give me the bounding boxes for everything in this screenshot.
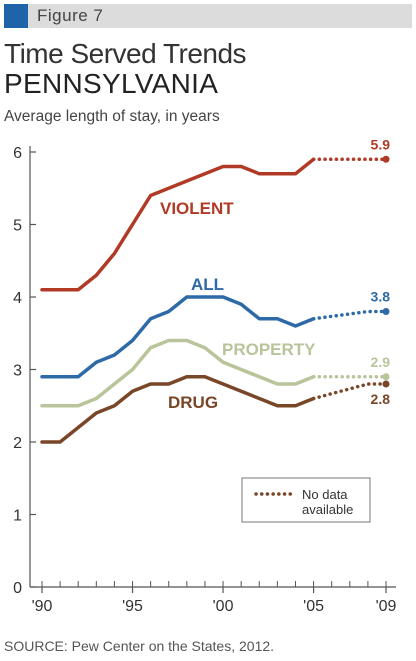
- series-line-all: [40, 295, 316, 379]
- legend-text-line2: available: [302, 502, 353, 517]
- figure-square-icon: [4, 4, 28, 28]
- y-tick-label: 5: [13, 218, 22, 235]
- series-projection-drug: [311, 382, 388, 401]
- x-tick-label: '00: [213, 598, 234, 615]
- legend-box: [241, 477, 371, 523]
- series-label-all: ALL: [191, 275, 224, 294]
- series-label-drug: DRUG: [168, 393, 218, 412]
- series-end-point-violent: [382, 155, 390, 163]
- y-axis-label: Average length of stay, in years: [4, 108, 220, 125]
- chart-title: Time Served Trends: [4, 38, 247, 69]
- end-value-label-property: 2.9: [371, 354, 391, 370]
- series-projection-all: [311, 309, 388, 321]
- figure-label: Figure 7: [37, 6, 104, 25]
- y-tick-label: 6: [13, 145, 22, 162]
- x-tick-label: '05: [303, 598, 324, 615]
- x-tick-label: '95: [122, 598, 143, 615]
- legend-text-line1: No data: [302, 487, 348, 502]
- series-line-drug: [40, 375, 316, 444]
- series-label-violent: VIOLENT: [160, 199, 234, 218]
- y-tick-label: 2: [13, 435, 22, 452]
- y-tick-label: 1: [13, 508, 22, 525]
- y-tick-label: 4: [13, 290, 22, 307]
- series-end-point-property: [382, 373, 390, 381]
- source-note: SOURCE: Pew Center on the States, 2012.: [4, 638, 275, 654]
- series-line-violent: [40, 157, 316, 292]
- series-label-property: PROPERTY: [222, 340, 316, 359]
- end-value-label-all: 3.8: [371, 289, 391, 305]
- end-value-label-violent: 5.9: [371, 136, 391, 152]
- series-line-property: [40, 338, 316, 408]
- y-tick-label: 0: [13, 580, 22, 597]
- chart-subtitle: PENNSYLVANIA: [4, 68, 219, 99]
- series-end-point-drug: [382, 380, 390, 388]
- x-tick-label: '09: [376, 598, 397, 615]
- series-end-point-all: [382, 308, 390, 315]
- figure-header-bar: Figure 7: [4, 4, 412, 28]
- x-tick-label: '90: [32, 598, 53, 615]
- end-value-label-drug: 2.8: [371, 391, 391, 407]
- y-tick-label: 3: [13, 363, 22, 380]
